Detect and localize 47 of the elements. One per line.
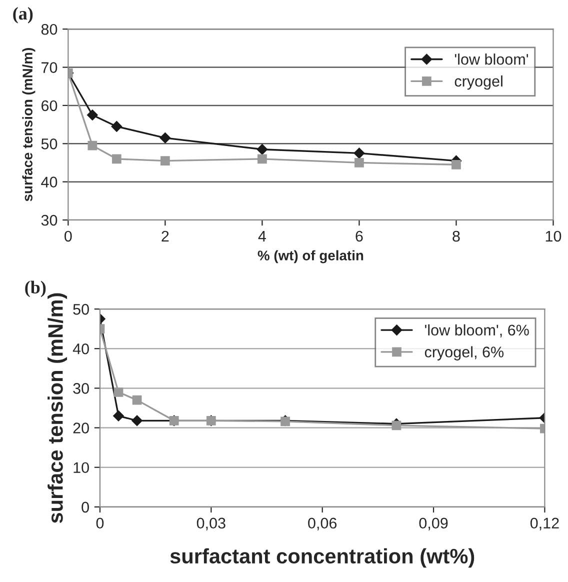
y-tick-label: 50 <box>73 304 89 315</box>
y-tick-label: 10 <box>74 462 89 474</box>
x-tick-label: 6 <box>356 230 363 242</box>
x-tick-label: 0,12 <box>530 518 559 530</box>
y-tick-label: 40 <box>72 343 89 354</box>
x-axis-title: % (wt) of gelatin <box>258 250 364 264</box>
y-tick-label: 70 <box>42 62 58 73</box>
point <box>132 395 142 405</box>
x-tick-label: 4 <box>258 230 266 242</box>
point <box>256 144 268 155</box>
y-tick-label: 40 <box>41 176 58 188</box>
point <box>354 148 365 159</box>
point <box>392 420 402 430</box>
x-tick-label: 0,09 <box>419 518 448 530</box>
x-tick-label: 0 <box>64 230 72 242</box>
point <box>112 154 122 164</box>
y-tick-label: 50 <box>41 138 58 150</box>
x-tick-label: 10 <box>546 230 562 242</box>
legend-label: cryogel <box>454 75 502 90</box>
point <box>88 140 98 150</box>
point <box>452 160 461 170</box>
point <box>354 158 364 168</box>
point <box>258 154 267 164</box>
y-axis-title: surface tension (mN/m) <box>48 293 68 524</box>
x-tick-label: 8 <box>452 230 460 242</box>
x-tick-label: 0 <box>96 518 104 529</box>
y-tick-label: 30 <box>73 383 89 394</box>
y-tick-label: 0 <box>82 502 89 513</box>
legend-label: cryogel, 6% <box>424 346 504 360</box>
y-tick-label: 30 <box>41 214 58 226</box>
y-tick-label: 60 <box>42 100 58 112</box>
point <box>160 156 170 166</box>
chart-title: (b) <box>25 280 46 298</box>
point <box>160 132 171 144</box>
legend-label: 'low bloom', 6% <box>425 324 529 338</box>
point <box>86 110 98 120</box>
x-tick-label: 0,03 <box>196 518 226 530</box>
legend-label: 'low bloom' <box>454 54 528 65</box>
point <box>111 121 122 132</box>
chart-title: (a) <box>13 7 33 24</box>
x-tick-label: 0,06 <box>308 518 337 530</box>
y-tick-label: 80 <box>41 24 58 35</box>
x-tick-label: 2 <box>162 230 169 242</box>
x-axis-title: surfactant concentration (wt%) <box>170 548 474 568</box>
y-axis-title: surface tension (mN/m) <box>22 48 36 202</box>
point <box>114 387 124 397</box>
y-tick-label: 20 <box>73 422 89 434</box>
